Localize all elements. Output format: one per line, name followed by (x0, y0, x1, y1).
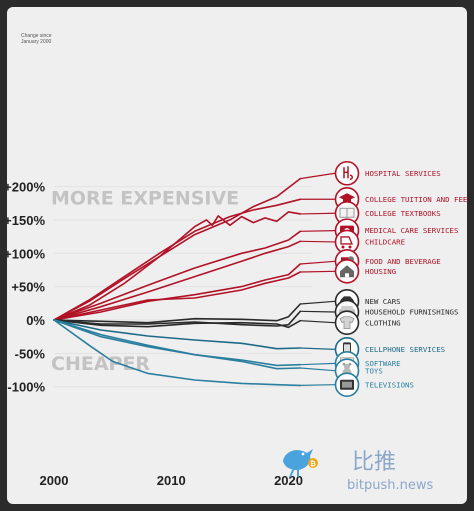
series-label: TOYS (365, 366, 383, 375)
series-line (53, 303, 302, 324)
y-tick-label: -50% (15, 346, 46, 361)
x-tick-label: 2020 (274, 473, 303, 488)
series-labels: HOSPITAL SERVICES COLLEGE TUITION AND FEE… (365, 169, 467, 389)
series-connector (300, 347, 336, 350)
series-line (53, 263, 302, 321)
series-line (53, 319, 302, 370)
series-connector (300, 270, 336, 273)
watermark: ₿ 比推 bitpush.news (283, 449, 433, 493)
series-connector (300, 362, 336, 366)
series-label: TELEVISIONS (365, 380, 414, 389)
series-connector (300, 320, 336, 324)
chart-frame: Change since January 2000 +200% +150% +100… (7, 7, 467, 504)
shirt-icon (334, 310, 360, 335)
series-line (53, 230, 302, 321)
svg-text:₿: ₿ (310, 460, 316, 468)
y-tick-label: +100% (7, 246, 45, 261)
axes: Change since January 2000 +200% +150% +100… (7, 33, 303, 488)
series-label: HOSPITAL SERVICES (365, 169, 441, 178)
x-tick-label: 2000 (40, 473, 69, 488)
series-label: COLLEGE TUITION AND FEES (365, 195, 467, 204)
series-connector (300, 260, 336, 265)
bitpush-bird-logo: ₿ (283, 449, 318, 478)
watermark-text-cn: 比推 (352, 450, 396, 475)
series-label: SOFTWARE (365, 359, 401, 368)
series-connector (300, 384, 336, 386)
series-connector (300, 172, 336, 180)
series-line (53, 319, 302, 329)
series-line (53, 198, 302, 321)
y-tick-label: +50% (11, 280, 45, 295)
series-label: HOUSING (365, 267, 396, 276)
house-icon (334, 259, 360, 284)
series-connector (300, 212, 336, 215)
axis-note-line-2: January 2000 (21, 39, 52, 45)
series-line (53, 271, 302, 321)
series-lines (53, 172, 336, 387)
series-line (53, 319, 302, 350)
series-label: CHILDCARE (365, 238, 405, 247)
series-label: MEDICAL CARE SERVICES (365, 226, 458, 235)
series-connector (300, 230, 336, 232)
y-tick-label: +200% (7, 180, 45, 195)
series-label: CLOTHING (365, 318, 401, 327)
television-icon (334, 372, 360, 397)
series-line (53, 211, 302, 321)
series-label: NEW CARS (365, 297, 401, 306)
series-label: CELLPHONE SERVICES (365, 345, 445, 354)
annotation-more-expensive: MORE EXPENSIVE (51, 188, 239, 210)
series-line (53, 177, 302, 321)
annotation-cheaper: CHEAPER (51, 353, 150, 375)
axis-note-line-1: Change since (21, 33, 52, 39)
series-label: HOUSEHOLD FURNISHINGS (365, 308, 458, 317)
y-tick-label: 0% (26, 313, 45, 328)
series-label: COLLEGE TEXTBOOKS (365, 209, 441, 218)
y-tick-label: -100% (7, 380, 45, 395)
watermark-text-en: bitpush.news (347, 478, 433, 493)
series-icons (334, 160, 360, 397)
price-change-chart: Change since January 2000 +200% +150% +100… (7, 33, 467, 493)
annotations: MORE EXPENSIVE CHEAPER (51, 188, 239, 375)
hospital-icon (334, 160, 360, 186)
series-connector (300, 367, 336, 372)
series-connector (300, 300, 336, 305)
y-tick-label: +150% (7, 213, 45, 228)
series-connector (300, 310, 336, 313)
series-connector (300, 240, 336, 243)
series-line (53, 319, 302, 387)
x-tick-label: 2010 (157, 473, 186, 488)
series-label: FOOD AND BEVERAGE (365, 257, 441, 266)
series-line (53, 240, 302, 321)
